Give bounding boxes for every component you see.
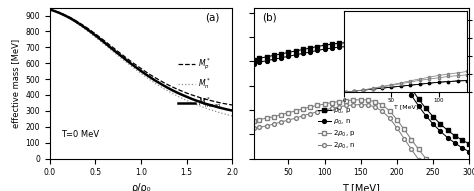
Text: T=0 MeV: T=0 MeV [61,130,99,139]
X-axis label: ρ/ρ₀: ρ/ρ₀ [131,183,151,191]
Text: (b): (b) [262,12,277,22]
Legend: $\rho_0$, p, $\rho_0$, n, $2\rho_0$, p, $2\rho_0$, n: $\rho_0$, p, $\rho_0$, n, $2\rho_0$, p, … [315,104,359,154]
Text: (a): (a) [205,12,219,22]
Legend: $M^*_p$, $M^*_n$, $M^*_{mean}$: $M^*_p$, $M^*_n$, $M^*_{mean}$ [175,54,225,113]
X-axis label: T [MeV]: T [MeV] [343,183,380,191]
Y-axis label: effective mass [MeV]: effective mass [MeV] [11,39,20,128]
